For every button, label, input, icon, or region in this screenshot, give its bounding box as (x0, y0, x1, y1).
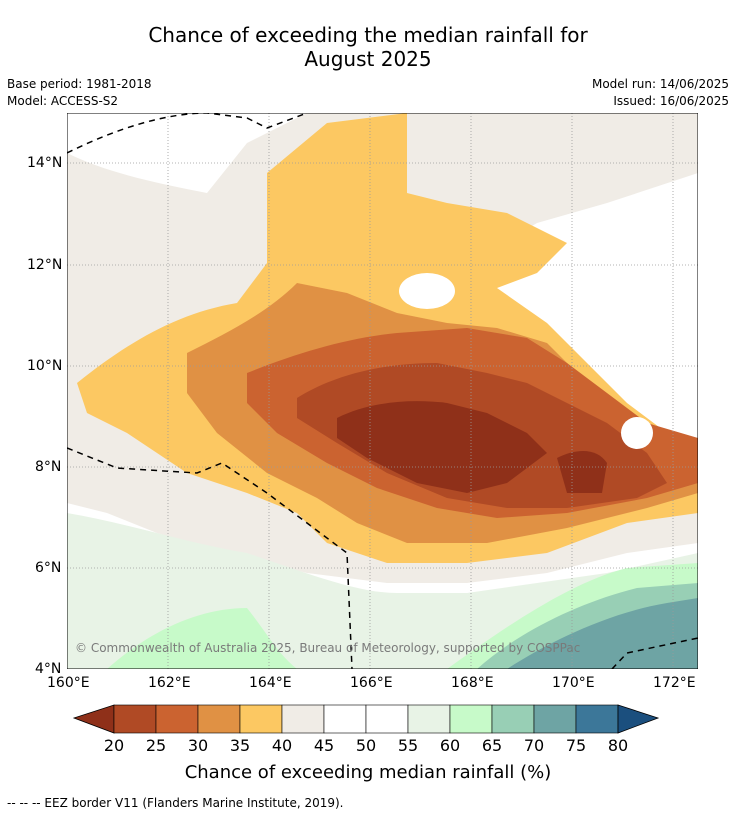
base-period: Base period: 1981-2018 (7, 76, 152, 92)
colorbar-cell (450, 705, 492, 733)
colorbar-cell (240, 705, 282, 733)
y-tick-14n: 14°N (27, 155, 62, 171)
colorbar-label: 70 (514, 737, 554, 755)
rainfall-contour-svg (67, 113, 698, 669)
colorbar-cell (198, 705, 240, 733)
colorbar-label: 35 (220, 737, 260, 755)
x-tick-160e: 160°E (47, 675, 90, 691)
colorbar-cell (324, 705, 366, 733)
colorbar-label: 60 (430, 737, 470, 755)
colorbar-label: 55 (388, 737, 428, 755)
blob-white-8n (621, 417, 653, 449)
colorbar-cell (408, 705, 450, 733)
colorbar-cell (114, 705, 156, 733)
colorbar-label: 30 (178, 737, 218, 755)
map-title-line2: August 2025 (0, 47, 736, 71)
x-tick-170e: 170°E (552, 675, 595, 691)
colorbar-cell (492, 705, 534, 733)
colorbar-label: 80 (598, 737, 638, 755)
eez-footnote: -- -- -- EEZ border V11 (Flanders Marine… (7, 796, 344, 810)
x-tick-166e: 166°E (350, 675, 393, 691)
copyright-watermark: © Commonwealth of Australia 2025, Bureau… (75, 641, 580, 655)
y-tick-6n: 6°N (35, 560, 61, 576)
colorbar-label: 40 (262, 737, 302, 755)
colorbar-label: 65 (472, 737, 512, 755)
y-tick-8n: 8°N (35, 459, 61, 475)
model-run-date: Model run: 14/06/2025 (592, 76, 729, 92)
model-name: Model: ACCESS-S2 (7, 93, 118, 109)
issued-date: Issued: 16/06/2025 (613, 93, 729, 109)
colorbar-label: 50 (346, 737, 386, 755)
colorbar-cell (366, 705, 408, 733)
map-title-line1: Chance of exceeding the median rainfall … (0, 23, 736, 47)
colorbar-cell (534, 705, 576, 733)
x-tick-164e: 164°E (249, 675, 292, 691)
rainfall-map (67, 113, 698, 669)
colorbar-label: 45 (304, 737, 344, 755)
colorbar-cell (282, 705, 324, 733)
colorbar-label: 25 (136, 737, 176, 755)
y-tick-12n: 12°N (27, 257, 62, 273)
colorbar-label: 20 (94, 737, 134, 755)
colorbar-cell (156, 705, 198, 733)
x-tick-172e: 172°E (653, 675, 696, 691)
blob-white-12n (399, 273, 455, 309)
y-tick-10n: 10°N (27, 358, 62, 374)
x-tick-162e: 162°E (148, 675, 191, 691)
colorbar-label: 75 (556, 737, 596, 755)
colorbar-title: Chance of exceeding median rainfall (%) (0, 762, 736, 783)
x-tick-168e: 168°E (451, 675, 494, 691)
colorbar-arrow-high (618, 705, 658, 733)
colorbar-arrow-low (74, 705, 114, 733)
colorbar (72, 704, 664, 736)
colorbar-cell (576, 705, 618, 733)
